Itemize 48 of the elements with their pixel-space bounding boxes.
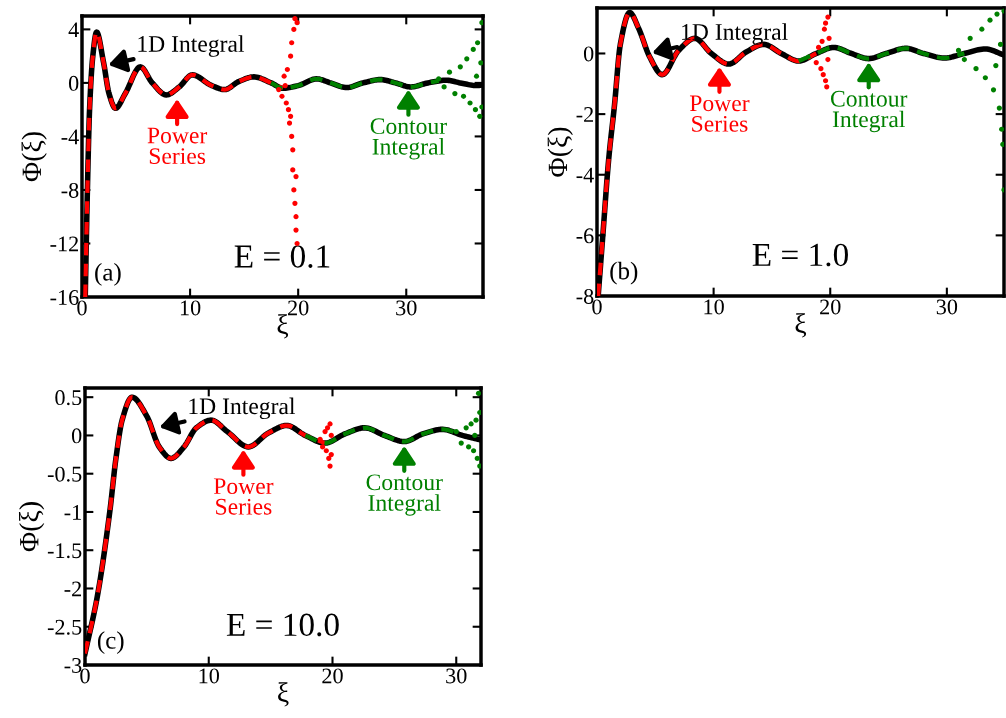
y-tick-label: 0 bbox=[583, 46, 594, 62]
x-axis-title: ξ bbox=[277, 314, 289, 339]
annotation: 1D Integral bbox=[189, 397, 296, 420]
annotation: Contour Integral bbox=[370, 118, 447, 160]
y-axis-title: Φ(ξ) bbox=[547, 127, 573, 177]
annotation: Power Series bbox=[147, 127, 208, 165]
y-tick-label: -2 bbox=[64, 581, 81, 597]
x-tick-label: 20 bbox=[820, 299, 841, 315]
annotation: E = 1.0 bbox=[752, 243, 848, 267]
y-tick-label: -12 bbox=[50, 236, 78, 252]
annotation: Contour Integral bbox=[366, 474, 443, 516]
annotation: (c) bbox=[97, 631, 124, 654]
x-tick-label: 20 bbox=[288, 300, 309, 316]
y-axis-title: Φ(ξ) bbox=[18, 502, 45, 552]
y-tick-label: -2 bbox=[576, 107, 593, 122]
annotation: E = 10.0 bbox=[226, 613, 339, 637]
annotation: 1D Integral bbox=[138, 35, 245, 57]
y-tick-label: 4 bbox=[68, 22, 79, 38]
y-tick-label: -0.5 bbox=[47, 466, 82, 482]
y-tick-label: -2.5 bbox=[47, 619, 82, 635]
y-tick-label: -16 bbox=[50, 289, 79, 305]
annotation: Power Series bbox=[213, 478, 274, 515]
annotation: E = 0.1 bbox=[234, 245, 330, 268]
y-tick-label: -8 bbox=[61, 182, 79, 198]
y-tick-label: -1.5 bbox=[47, 543, 82, 559]
annotation: Contour Integral bbox=[831, 90, 908, 133]
y-axis-title: Φ(ξ) bbox=[21, 132, 47, 182]
y-tick-label: -4 bbox=[576, 167, 594, 183]
x-axis-title: ξ bbox=[795, 313, 807, 338]
y-tick-label: 0 bbox=[71, 428, 82, 444]
y-tick-label: -8 bbox=[576, 288, 594, 304]
x-tick-label: 10 bbox=[199, 668, 220, 684]
annotation: (b) bbox=[610, 261, 638, 285]
y-tick-label: 0.5 bbox=[55, 390, 82, 406]
y-tick-label: -4 bbox=[61, 129, 79, 145]
x-tick-label: 20 bbox=[322, 668, 343, 684]
x-axis-title: ξ bbox=[278, 682, 289, 707]
x-tick-label: 30 bbox=[446, 668, 467, 684]
y-tick-label: -6 bbox=[576, 228, 594, 244]
x-tick-label: 30 bbox=[396, 300, 417, 316]
y-tick-label: -3 bbox=[64, 657, 82, 673]
x-tick-label: 10 bbox=[704, 299, 724, 315]
annotation: Power Series bbox=[689, 95, 750, 132]
y-tick-label: 0 bbox=[68, 75, 79, 91]
annotation: (a) bbox=[95, 263, 121, 286]
x-tick-label: 30 bbox=[936, 299, 958, 315]
x-tick-label: 10 bbox=[180, 300, 201, 316]
y-tick-label: -1 bbox=[64, 505, 81, 520]
